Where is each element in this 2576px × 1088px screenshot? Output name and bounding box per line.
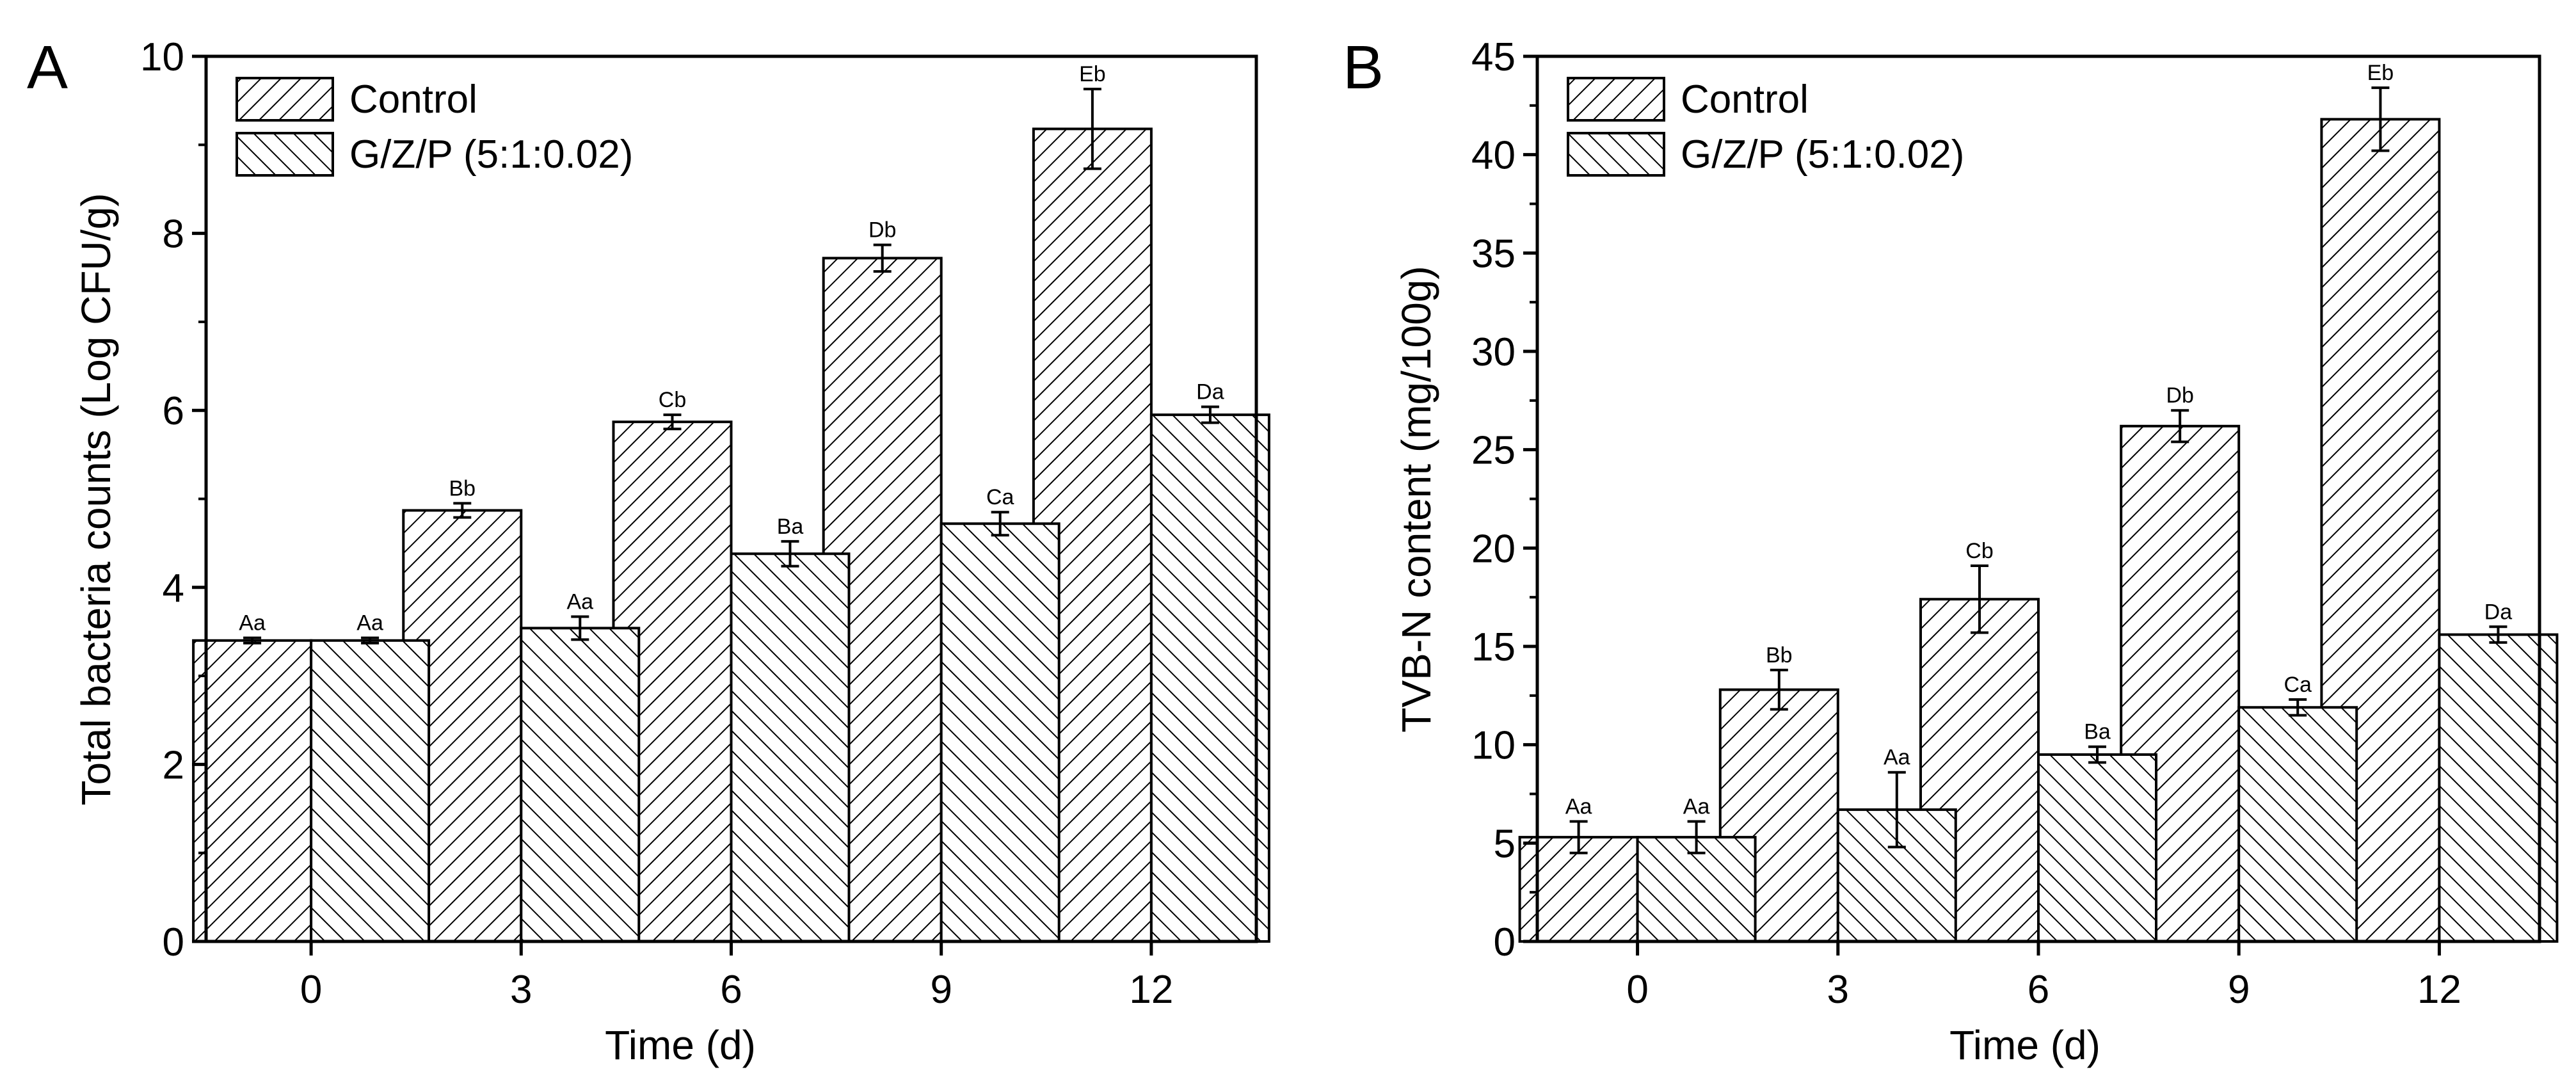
panel-a-sig-label-s0-2: Cb	[659, 388, 686, 412]
panel-b-y-tick-label-5: 25	[1471, 429, 1516, 473]
panel-b-sig-label-s1-0: Aa	[1683, 795, 1710, 819]
panel-b-legend-swatch-1	[1567, 132, 1665, 177]
panel-b-legend-label-0: Control	[1681, 77, 1809, 122]
panel-a-bar-s1-0	[310, 639, 431, 943]
panel-b-y-tick-label-7: 35	[1471, 232, 1516, 276]
panel-a-x-tick-label-0: 0	[300, 968, 322, 1012]
panel-a-y-tick-label-2: 4	[163, 566, 184, 611]
panel-a-y-tick-label-4: 8	[163, 212, 184, 257]
panel-b-y-tick-label-0: 0	[1494, 920, 1516, 964]
panel-b-error-bar-s1-2	[2088, 745, 2106, 764]
panel-b-y-tick-label-9: 45	[1471, 35, 1516, 79]
panel-a-error-bar-s1-3	[991, 511, 1009, 537]
panel-b-x-tick-label-1: 3	[1827, 968, 1849, 1012]
panel-a-sig-label-s0-0: Aa	[239, 611, 266, 636]
panel-b-bar-s1-4	[2438, 633, 2559, 943]
panel-b-legend: Control G/Z/P (5:1:0.02)	[1567, 77, 1964, 177]
panel-b-error-bar-s0-0	[1569, 820, 1588, 854]
panel-b: B AaBbCbDbEbAaAaBaCaDa051015202530354045…	[1343, 33, 2559, 1068]
panel-b-legend-label-1: G/Z/P (5:1:0.02)	[1681, 132, 1964, 177]
panel-b-plot: Aa Bb Cb Db Eb Aa Aa Ba Ca Da 0 5 10 15 20 25 30 35 40 45 0 3…	[1471, 35, 2559, 1012]
panel-b-sig-label-s1-2: Ba	[2084, 720, 2111, 744]
panel-b-error-bar-s1-4	[2489, 625, 2508, 644]
panel-b-sig-label-s0-4: Eb	[2367, 61, 2394, 85]
panel-b-y-tick-label-4: 20	[1471, 527, 1516, 571]
panel-b-y-tick-label-2: 10	[1471, 724, 1516, 768]
panel-a-sig-label-s0-3: Db	[868, 218, 896, 243]
panel-b-x-tick-label-2: 6	[2028, 968, 2049, 1012]
panel-b-sig-label-s1-1: Aa	[1884, 746, 1910, 770]
panel-a-bar-s1-3	[940, 522, 1060, 943]
panel-a: A Aa Bb Cb Db Eb Aa Aa Ba Ca Da 0 2 4 6 8 10 0 3 6 9 12 Contr…	[27, 33, 1270, 1068]
panel-a-error-bar-s0-4	[1083, 88, 1101, 170]
panel-b-y-axis-title: TVB-N content (mg/100g)	[1393, 266, 1439, 732]
panel-b-bar-s1-0	[1636, 836, 1757, 943]
panel-a-sig-label-s0-1: Bb	[449, 476, 476, 500]
panel-a-legend-swatch-0	[236, 77, 334, 122]
panel-b-x-axis-title: Time (d)	[1949, 1022, 2100, 1068]
panel-b-error-bar-s1-3	[2289, 698, 2307, 717]
panel-a-y-tick-label-1: 2	[163, 743, 184, 787]
panel-a-bar-s0-0	[192, 639, 313, 943]
panel-a-y-axis-title: Total bacteria counts (Log CFU/g)	[73, 193, 119, 806]
panel-a-y-tick-label-5: 10	[140, 35, 184, 79]
panel-a-y-tick-label-0: 0	[163, 920, 184, 964]
panel-a-error-bar-s0-3	[873, 243, 892, 273]
panel-a-error-bar-s1-1	[571, 615, 589, 641]
panel-a-sig-label-s1-1: Aa	[567, 589, 594, 614]
panel-a-error-bar-s0-2	[663, 413, 682, 431]
panel-b-sig-label-s0-3: Db	[2166, 383, 2193, 408]
panel-b-y-tick-label-3: 15	[1471, 625, 1516, 669]
panel-b-error-bar-s0-3	[2171, 409, 2189, 444]
panel-a-error-bar-s0-0	[243, 636, 262, 644]
panel-a-sig-label-s1-3: Ca	[986, 485, 1014, 509]
panel-a-legend-swatch-1	[236, 132, 334, 177]
panel-b-sig-label-s0-2: Cb	[1965, 539, 1993, 563]
panel-a-bar-s1-4	[1149, 413, 1270, 943]
panel-a-sig-label-s1-4: Da	[1196, 380, 1224, 404]
panel-a-x-axis-title: Time (d)	[605, 1022, 756, 1068]
panel-a-sig-label-s1-0: Aa	[356, 611, 383, 636]
panel-b-x-tick-label-3: 9	[2228, 968, 2250, 1012]
panel-a-x-tick-label-4: 12	[1129, 968, 1173, 1012]
panel-b-y-tick-label-8: 40	[1471, 134, 1516, 178]
panel-a-error-bar-s1-0	[361, 636, 380, 644]
panel-b-sig-label-s0-1: Bb	[1766, 643, 1793, 668]
panel-b-x-tick-label-0: 0	[1626, 968, 1648, 1012]
panel-a-bar-s1-2	[730, 552, 851, 943]
panel-a-bar-s1-1	[520, 627, 641, 943]
panel-b-y-tick-label-1: 5	[1494, 822, 1516, 866]
panel-b-y-tick-label-6: 30	[1471, 330, 1516, 374]
panel-b-error-bar-s0-4	[2371, 86, 2390, 152]
panel-a-sig-label-s0-4: Eb	[1079, 62, 1106, 86]
panel-a-x-tick-label-2: 6	[720, 968, 742, 1012]
panel-a-plot: Aa Bb Cb Db Eb Aa Aa Ba Ca Da 0 2 4 6 8 10 0 3 6 9 12 Control…	[140, 35, 1270, 1012]
panel-b-sig-label-s1-4: Da	[2484, 600, 2513, 624]
panel-a-legend-label-1: G/Z/P (5:1:0.02)	[349, 132, 633, 177]
panel-a-y-tick-label-3: 6	[163, 389, 184, 433]
panel-b-error-bar-s1-1	[1887, 771, 1906, 849]
panel-a-error-bar-s1-2	[781, 540, 799, 568]
panel-b-error-bar-s0-2	[1971, 564, 1988, 634]
panel-b-sig-label-s0-0: Aa	[1565, 795, 1592, 819]
panel-b-x-tick-label-4: 12	[2417, 968, 2461, 1012]
panel-b-sig-label-s1-3: Ca	[2284, 673, 2312, 697]
panel-a-legend: Control G/Z/P (5:1:0.02)	[236, 77, 633, 177]
panel-b-bar-s1-2	[2037, 753, 2157, 943]
panel-a-error-bar-s1-4	[1201, 405, 1219, 424]
panel-b-letter: B	[1343, 33, 1384, 102]
panel-b-error-bar-s1-0	[1687, 820, 1706, 854]
panel-a-sig-label-s1-2: Ba	[777, 515, 804, 539]
panel-b-error-bar-s0-1	[1770, 668, 1788, 711]
panel-a-x-tick-label-3: 9	[930, 968, 952, 1012]
panel-b-legend-swatch-0	[1567, 77, 1665, 122]
panel-a-error-bar-s0-1	[453, 502, 472, 519]
panel-a-letter: A	[27, 33, 68, 102]
panel-a-x-tick-label-1: 3	[510, 968, 532, 1012]
panel-a-legend-label-0: Control	[349, 77, 477, 122]
panel-b-bar-s1-3	[2237, 706, 2358, 943]
